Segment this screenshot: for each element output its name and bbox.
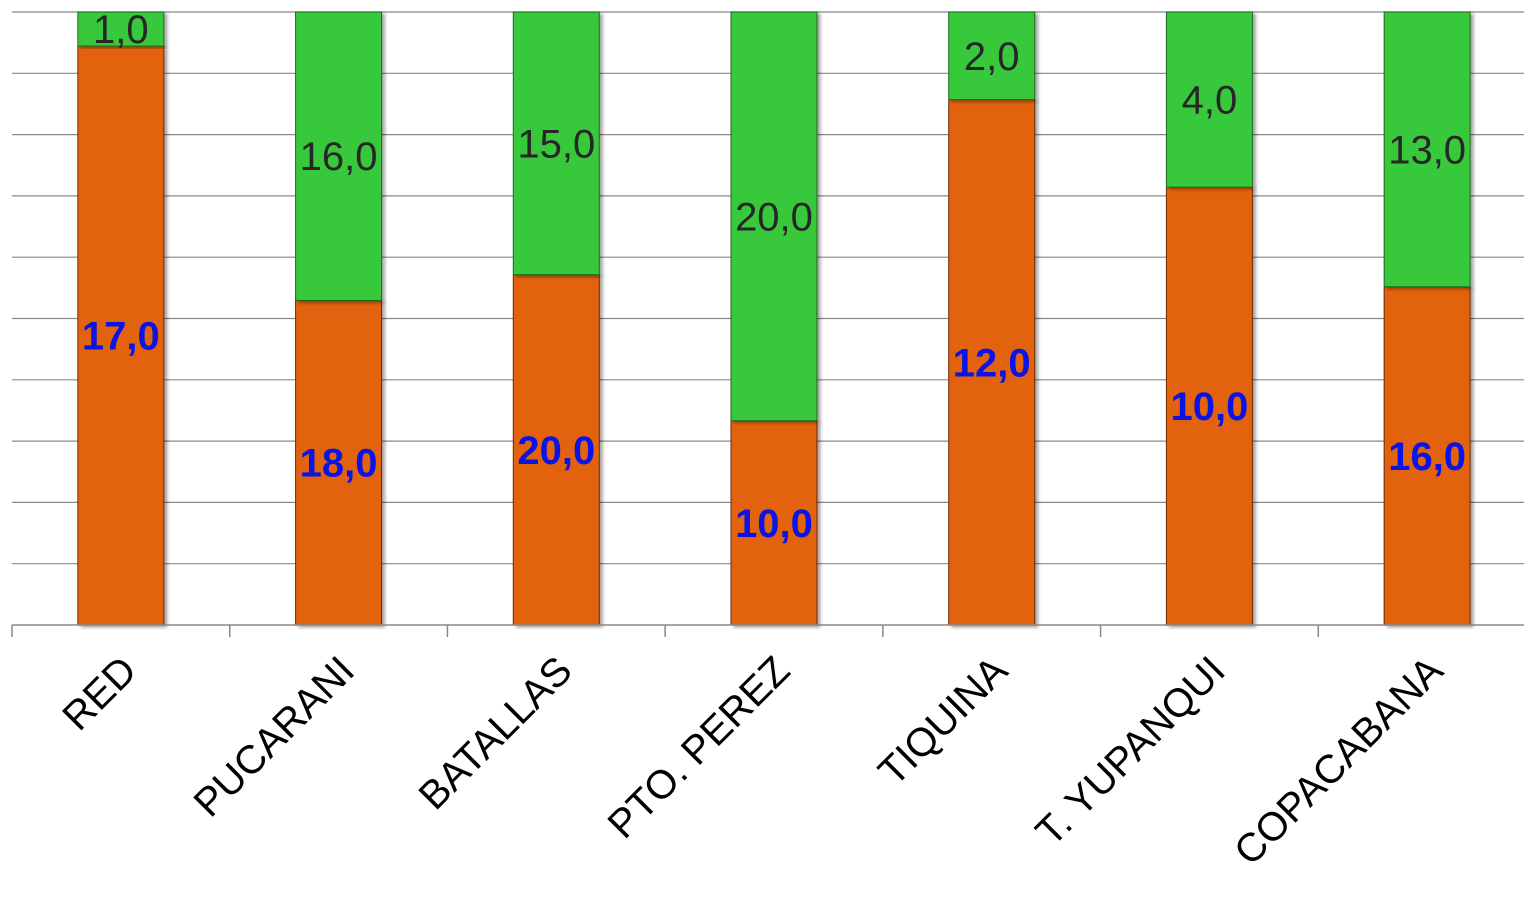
bar-segment-top bbox=[1165, 11, 1253, 188]
bar-segment-top bbox=[512, 11, 600, 276]
x-tick-label: BATALLAS bbox=[411, 648, 581, 818]
data-label-bottom: 16,0 bbox=[1388, 435, 1466, 479]
data-label-bottom: 10,0 bbox=[735, 502, 813, 546]
data-label-top: 13,0 bbox=[1388, 128, 1466, 172]
bar-segment-bottom bbox=[1383, 286, 1471, 626]
x-tick-label: TIQUINA bbox=[870, 648, 1016, 794]
bar-segment-top bbox=[1383, 11, 1471, 288]
data-label-bottom: 10,0 bbox=[1170, 385, 1248, 429]
bars bbox=[77, 11, 1471, 626]
bar-segment-top bbox=[295, 11, 383, 301]
data-label-bottom: 18,0 bbox=[300, 442, 378, 486]
x-tick-label: PTO. PEREZ bbox=[600, 648, 799, 847]
data-labels: 17,0 1,0 18,0 16,0 20,0 15,0 10,0 20,0 12,0 2,0 10… bbox=[82, 8, 1466, 546]
x-tick-label: RED bbox=[54, 648, 145, 739]
bar-segment-bottom bbox=[512, 274, 600, 626]
bar-segment-bottom bbox=[948, 99, 1036, 626]
data-label-top: 15,0 bbox=[517, 122, 595, 166]
data-label-top: 4,0 bbox=[1182, 79, 1238, 123]
x-tick-label: PUCARANI bbox=[186, 648, 363, 825]
bar-segment-top bbox=[948, 11, 1036, 101]
x-axis bbox=[11, 624, 1524, 637]
bar-segment-top bbox=[77, 11, 165, 47]
bar-segment-bottom bbox=[1165, 186, 1253, 626]
x-tick-labels: RED PUCARANI BATALLAS PTO. PEREZ TIQUINA T. Y… bbox=[54, 648, 1451, 874]
x-tick-label: T. YUPANQUI bbox=[1028, 648, 1234, 854]
bar-segment-bottom bbox=[730, 420, 818, 626]
bar-segment-top bbox=[730, 11, 818, 422]
data-label-bottom: 20,0 bbox=[517, 429, 595, 473]
data-label-top: 1,0 bbox=[93, 8, 149, 52]
data-label-top: 20,0 bbox=[735, 195, 813, 239]
x-tick-label: COPACABANA bbox=[1226, 648, 1452, 874]
data-label-top: 16,0 bbox=[300, 135, 378, 179]
data-label-bottom: 12,0 bbox=[953, 341, 1031, 385]
data-label-bottom: 17,0 bbox=[82, 315, 160, 359]
data-label-top: 2,0 bbox=[964, 35, 1020, 79]
